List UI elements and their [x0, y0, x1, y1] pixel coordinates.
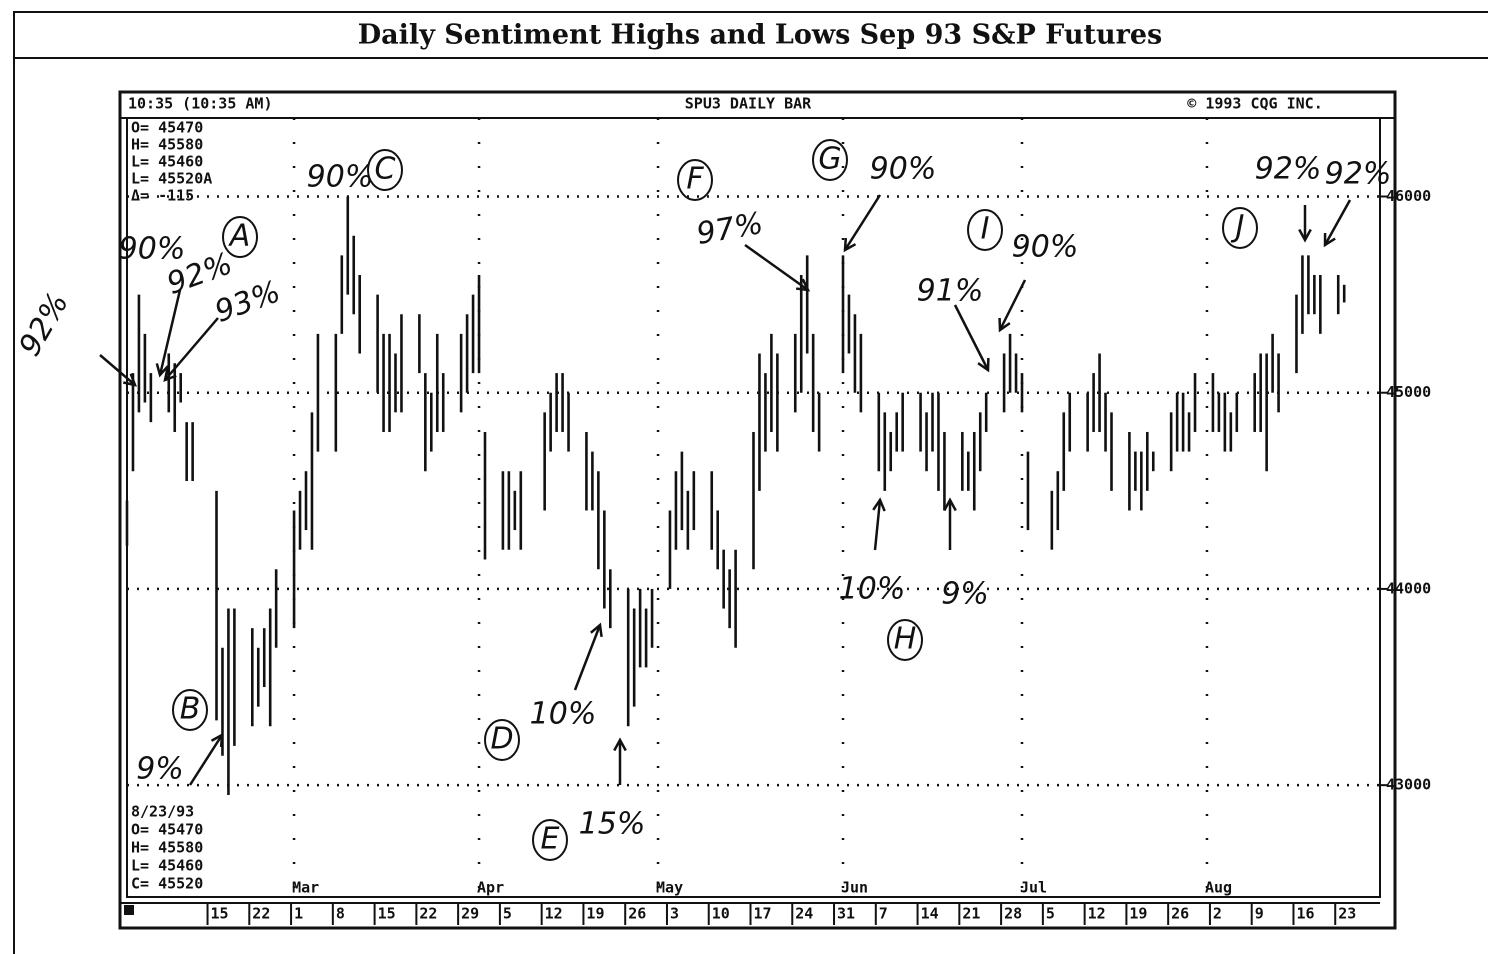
x-tick-label: 12: [545, 905, 563, 923]
chart: Daily Sentiment Highs and Lows Sep 93 S&…: [0, 0, 1488, 954]
annotation-arrow: [1000, 280, 1025, 330]
chart-title: Daily Sentiment Highs and Lows Sep 93 S&…: [358, 20, 1162, 51]
readout: L= 45520A: [131, 170, 212, 188]
annotation: 92%: [1255, 152, 1322, 187]
annotation: G: [818, 142, 841, 177]
annotation: I: [981, 212, 990, 247]
readout: H= 45580: [131, 839, 203, 857]
x-tick-label: 15: [378, 905, 396, 923]
annotation: C: [375, 152, 396, 187]
annotation: 90%: [1012, 230, 1079, 265]
x-tick-label: 19: [1129, 905, 1147, 923]
readout: H= 45580: [131, 136, 203, 154]
annotation: 90%: [870, 152, 937, 187]
annotation: 10%: [839, 572, 906, 607]
x-tick-label: 17: [754, 905, 772, 923]
annotation: 90%: [307, 160, 374, 195]
x-tick-label: 14: [921, 905, 939, 923]
readout: L= 45460: [131, 857, 203, 875]
readout: O= 45470: [131, 119, 203, 137]
readout: C= 45520: [131, 875, 203, 893]
x-tick-label: 31: [837, 905, 855, 923]
annotation: 92%: [1325, 157, 1392, 192]
x-tick-label: 19: [586, 905, 604, 923]
annotation: F: [686, 162, 704, 197]
x-tick-label: 28: [1004, 905, 1022, 923]
annotation: J: [1231, 210, 1245, 245]
annotation: B: [180, 692, 201, 727]
readout: 8/23/93: [131, 803, 194, 821]
annotation: A: [228, 219, 251, 254]
header-time: 10:35 (10:35 AM): [128, 95, 273, 113]
annotation: 90%: [119, 232, 186, 267]
annotation: E: [541, 822, 560, 857]
annotation: 97%: [694, 206, 766, 252]
annotation: 91%: [917, 274, 984, 309]
annotation-arrow: [1325, 200, 1350, 245]
annotation: 9%: [941, 577, 989, 612]
x-tick-label: 9: [1255, 905, 1264, 923]
month-label: Jul: [1020, 879, 1047, 897]
x-tick-label: 7: [879, 905, 888, 923]
annotation: 9%: [136, 752, 184, 787]
x-tick-label: 16: [1296, 905, 1314, 923]
readout: O= 45470: [131, 821, 203, 839]
annotation: H: [894, 622, 917, 657]
x-tick-label: 15: [211, 905, 229, 923]
annotation-arrow: [955, 305, 988, 370]
y-tick-label: 43000: [1386, 776, 1431, 794]
month-label: May: [656, 879, 683, 897]
annotation: 92%: [12, 287, 76, 362]
annotation-arrow: [745, 245, 808, 290]
x-tick-label: 24: [795, 905, 813, 923]
annotation-arrow: [165, 318, 218, 380]
x-tick-label: 22: [419, 905, 437, 923]
month-label: Mar: [292, 879, 319, 897]
y-tick-label: 46000: [1386, 187, 1431, 205]
y-tick-label: 45000: [1386, 383, 1431, 401]
header-symbol: SPU3 DAILY BAR: [685, 95, 812, 113]
x-tick-label: 2: [1213, 905, 1222, 923]
x-tick-label: 1: [294, 905, 303, 923]
annotation: 10%: [530, 697, 597, 732]
annotation: D: [490, 722, 513, 757]
x-tick-label: 29: [461, 905, 479, 923]
annotation-arrow: [190, 735, 222, 785]
annotation-arrow: [100, 355, 135, 385]
month-label: Aug: [1205, 879, 1232, 897]
header-copyright: © 1993 CQG INC.: [1187, 95, 1322, 113]
annotation: 15%: [579, 807, 646, 842]
month-label: Apr: [477, 879, 504, 897]
x-tick-label: 10: [712, 905, 730, 923]
x-tick-label: 21: [962, 905, 980, 923]
x-tick-label: 22: [252, 905, 270, 923]
x-tick-label: 26: [628, 905, 646, 923]
y-tick-label: 44000: [1386, 579, 1431, 597]
corner-marker: [124, 905, 134, 915]
x-tick-label: 23: [1338, 905, 1356, 923]
page: {"chart_data": { "type": "range_bar", "t…: [0, 0, 1488, 954]
annotation-arrow: [575, 625, 600, 690]
x-tick-label: 26: [1171, 905, 1189, 923]
readout: Δ= -115: [131, 187, 194, 205]
annotation-arrow: [845, 195, 880, 250]
month-label: Jun: [841, 879, 868, 897]
x-tick-label: 3: [670, 905, 679, 923]
readout: L= 45460: [131, 153, 203, 171]
x-tick-label: 8: [336, 905, 345, 923]
x-tick-label: 5: [503, 905, 512, 923]
x-tick-label: 12: [1088, 905, 1106, 923]
x-tick-label: 5: [1046, 905, 1055, 923]
